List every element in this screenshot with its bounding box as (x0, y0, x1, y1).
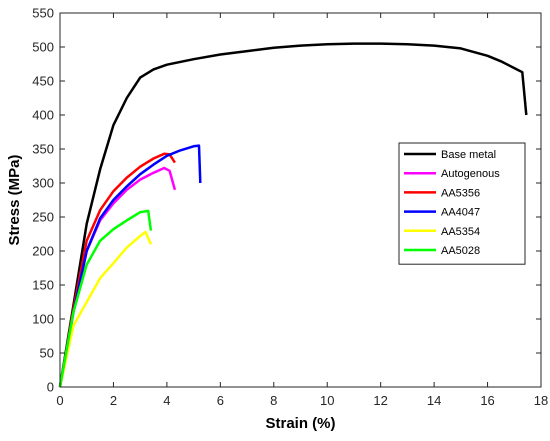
legend-label: AA5028 (441, 245, 480, 257)
series-line-3 (58, 144, 202, 388)
x-tick-label: 2 (110, 393, 117, 408)
legend-label: AA4047 (441, 207, 480, 219)
legend-label: AA5354 (441, 226, 480, 238)
x-tick-label: 4 (163, 393, 170, 408)
y-tick-label: 200 (32, 244, 54, 259)
series-line-2 (58, 152, 176, 388)
legend-box (398, 142, 526, 265)
y-tick-label: 400 (32, 108, 54, 123)
y-tick-label: 0 (47, 380, 54, 395)
series-line-0 (58, 42, 528, 388)
x-tick-label: 8 (270, 393, 277, 408)
x-tick-label: 6 (217, 393, 224, 408)
x-tick-label: 12 (373, 393, 387, 408)
y-tick-label: 500 (32, 40, 54, 55)
x-axis-label: Strain (%) (265, 415, 335, 432)
y-tick-label: 250 (32, 210, 54, 225)
legend: Base metal Autogenous AA5356 AA4047 AA5354 AA… (398, 142, 526, 265)
axis-ticks: 0 2 4 6 8 10 12 14 16 18 0 50 100 150 200 250 300 350 400 4… (32, 6, 548, 409)
series-line-5 (58, 209, 153, 388)
y-tick-label: 150 (32, 278, 54, 293)
legend-label: AA5356 (441, 187, 480, 199)
x-tick-label: 16 (480, 393, 494, 408)
x-tick-label: 10 (320, 393, 334, 408)
y-tick-label: 50 (40, 346, 54, 361)
y-axis-label: Stress (MPa) (6, 155, 23, 246)
axes-box (59, 12, 542, 388)
series-line-4 (58, 230, 153, 388)
plot-area (58, 42, 528, 388)
x-tick-label: 0 (56, 393, 63, 408)
y-tick-label: 100 (32, 312, 54, 327)
y-tick-label: 350 (32, 142, 54, 157)
y-tick-label: 550 (32, 6, 54, 21)
legend-label: Base metal (441, 149, 496, 161)
legend-label: Autogenous (441, 168, 500, 180)
y-tick-label: 300 (32, 176, 54, 191)
y-tick-label: 450 (32, 74, 54, 89)
x-tick-label: 14 (427, 393, 441, 408)
x-tick-label: 18 (534, 393, 548, 408)
